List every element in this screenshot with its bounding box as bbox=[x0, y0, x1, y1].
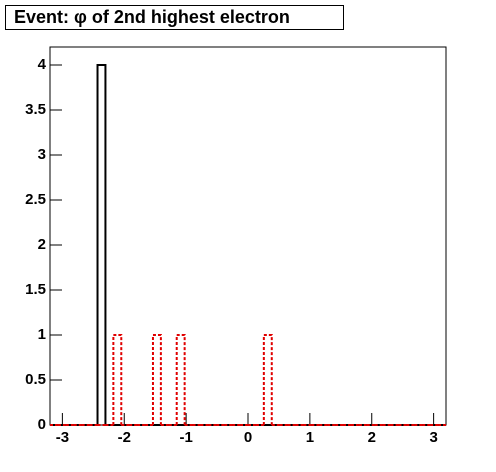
histogram-bin bbox=[262, 334, 273, 425]
y-tick-label: 2 bbox=[38, 236, 46, 253]
histogram-bin bbox=[112, 334, 123, 425]
y-tick-label: 1.5 bbox=[25, 281, 46, 298]
y-tick-label: 3.5 bbox=[25, 101, 46, 118]
histogram-bin bbox=[175, 334, 186, 425]
y-tick-label: 0 bbox=[38, 416, 46, 433]
histogram-bin bbox=[96, 64, 107, 425]
y-tick-label: 4 bbox=[38, 56, 47, 73]
y-tick-label: 1 bbox=[38, 326, 46, 343]
x-tick-label: 3 bbox=[429, 429, 437, 446]
x-tick-label: 0 bbox=[244, 429, 252, 446]
x-tick-label: 2 bbox=[368, 429, 376, 446]
x-tick-label: -2 bbox=[118, 429, 131, 446]
x-tick-label: -1 bbox=[179, 429, 192, 446]
y-tick-label: 3 bbox=[38, 146, 46, 163]
title-box bbox=[5, 5, 344, 30]
y-tick-label: 0.5 bbox=[25, 371, 46, 388]
x-tick-label: 1 bbox=[306, 429, 314, 446]
y-tick-label: 2.5 bbox=[25, 191, 46, 208]
chart-title: Event: φ of 2nd highest electron bbox=[14, 7, 290, 27]
histogram-bin bbox=[151, 334, 162, 425]
x-tick-label: -3 bbox=[56, 429, 69, 446]
